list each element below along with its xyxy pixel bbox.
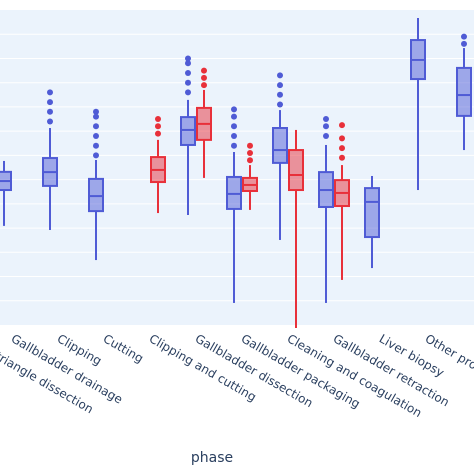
outlier	[201, 82, 207, 89]
box	[0, 160, 12, 226]
outlier	[47, 99, 53, 106]
outlier	[93, 108, 99, 115]
outlier	[47, 89, 53, 96]
outlier	[323, 123, 329, 130]
box	[364, 175, 380, 269]
box	[334, 122, 350, 280]
outlier	[93, 123, 99, 130]
box-body	[180, 116, 196, 146]
outlier	[461, 40, 467, 47]
box	[88, 108, 104, 261]
box	[242, 142, 258, 210]
outlier	[185, 55, 191, 62]
outlier	[277, 91, 283, 98]
outlier	[277, 72, 283, 79]
outlier	[277, 101, 283, 108]
box	[272, 72, 288, 240]
outlier	[201, 67, 207, 74]
outlier	[93, 133, 99, 139]
box	[410, 17, 426, 191]
box-body	[272, 127, 288, 164]
x-axis-title: phase	[191, 450, 233, 466]
outlier	[185, 60, 191, 67]
outlier	[47, 108, 53, 115]
outlier	[461, 33, 467, 40]
outlier	[185, 89, 191, 96]
box-body	[364, 187, 380, 239]
outlier	[323, 116, 329, 123]
outlier	[323, 133, 329, 139]
outlier	[155, 123, 161, 130]
outlier	[339, 145, 345, 152]
box	[42, 89, 58, 231]
outlier	[231, 106, 237, 113]
box	[288, 129, 304, 328]
box-body	[88, 177, 104, 213]
outlier	[93, 142, 99, 149]
outlier	[201, 74, 207, 81]
x-tick-label: Cutting	[101, 332, 146, 366]
outlier	[277, 82, 283, 89]
boxes	[0, 17, 472, 328]
box	[180, 55, 196, 215]
outlier	[155, 130, 161, 137]
outlier	[93, 113, 99, 120]
outlier	[231, 133, 237, 139]
box	[318, 116, 334, 303]
outlier	[185, 79, 191, 86]
box-body	[288, 149, 304, 192]
outlier	[231, 113, 237, 120]
outlier	[339, 122, 345, 129]
outlier	[185, 70, 191, 76]
box	[456, 33, 472, 151]
outlier	[47, 118, 53, 125]
outlier	[339, 154, 345, 161]
outlier	[247, 157, 253, 164]
outlier	[231, 142, 237, 149]
outlier	[339, 135, 345, 142]
box-body	[456, 66, 472, 117]
box	[150, 116, 166, 214]
outlier	[247, 142, 253, 149]
box	[196, 67, 212, 178]
outlier	[231, 123, 237, 130]
outlier	[93, 152, 99, 159]
box	[226, 106, 242, 303]
outlier	[247, 149, 253, 156]
plot-background	[0, 10, 474, 325]
outlier	[155, 116, 161, 123]
